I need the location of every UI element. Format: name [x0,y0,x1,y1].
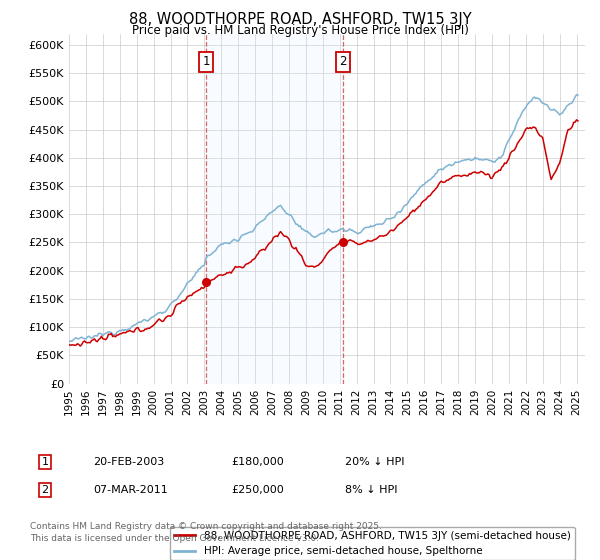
Text: 20-FEB-2003: 20-FEB-2003 [93,457,164,467]
Text: 2: 2 [339,55,346,68]
Text: 88, WOODTHORPE ROAD, ASHFORD, TW15 3JY: 88, WOODTHORPE ROAD, ASHFORD, TW15 3JY [128,12,472,27]
Text: 8% ↓ HPI: 8% ↓ HPI [345,485,398,495]
Text: 07-MAR-2011: 07-MAR-2011 [93,485,168,495]
Text: 2: 2 [41,485,49,495]
Text: 1: 1 [41,457,49,467]
Text: Contains HM Land Registry data © Crown copyright and database right 2025.
This d: Contains HM Land Registry data © Crown c… [30,522,382,543]
Legend: 88, WOODTHORPE ROAD, ASHFORD, TW15 3JY (semi-detached house), HPI: Average price: 88, WOODTHORPE ROAD, ASHFORD, TW15 3JY (… [170,527,575,560]
Bar [206,34,343,384]
Text: £250,000: £250,000 [231,485,284,495]
Text: 1: 1 [203,55,210,68]
Text: Price paid vs. HM Land Registry's House Price Index (HPI): Price paid vs. HM Land Registry's House … [131,24,469,37]
Text: £180,000: £180,000 [231,457,284,467]
Text: 20% ↓ HPI: 20% ↓ HPI [345,457,404,467]
